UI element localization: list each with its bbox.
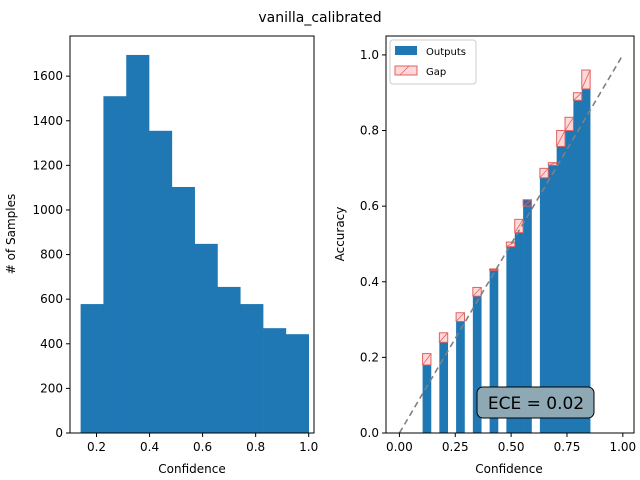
- legend-label-outputs: Outputs: [426, 47, 466, 58]
- y-tick-label: 0.6: [360, 199, 379, 213]
- y-tick-label: 1200: [32, 158, 63, 172]
- gap-hatch: [573, 92, 583, 101]
- x-tick-label: 0.2: [87, 440, 106, 454]
- histogram-y-ticks: 0 200 400 600 800 1000 1200 1400 1600: [32, 69, 70, 440]
- histogram-bar: [240, 304, 264, 433]
- gap-hatch: [564, 117, 574, 131]
- x-tick-label: 0.75: [554, 440, 581, 454]
- histogram-bar: [217, 286, 241, 433]
- reliability-chart: 0.00 0.25 0.50 0.75 1.00 0.00.20.40.60.81.0 …: [333, 35, 636, 476]
- output-bar: [514, 232, 524, 433]
- y-tick-label: 400: [40, 337, 63, 351]
- gap-hatch: [472, 287, 482, 297]
- y-tick-label: 200: [40, 381, 63, 395]
- gap-hatch: [539, 168, 549, 179]
- histogram-bar: [263, 328, 287, 433]
- histogram-bar: [285, 334, 309, 433]
- y-tick-label: 1.0: [360, 48, 379, 62]
- gap-hatch: [506, 241, 515, 247]
- legend-swatch-outputs: [395, 46, 417, 55]
- histogram-bar: [171, 186, 195, 433]
- output-bar: [523, 199, 532, 433]
- reliability-frame: [385, 35, 635, 434]
- legend-label-gap: Gap: [426, 67, 446, 78]
- y-tick-label: 600: [40, 292, 63, 306]
- y-tick-label: 0.4: [360, 275, 379, 289]
- reliability-y-label: Accuracy: [333, 207, 347, 262]
- histogram-bar: [194, 243, 218, 433]
- x-tick-label: 0.6: [193, 440, 212, 454]
- y-tick-label: 1600: [32, 69, 63, 83]
- y-tick-label: 0.0: [360, 426, 379, 440]
- x-tick-label: 0.00: [386, 440, 413, 454]
- ece-text: ECE = 0.02: [488, 394, 584, 414]
- gap-hatch: [455, 312, 465, 322]
- ece-annotation: ECE = 0.02: [476, 386, 595, 419]
- histogram-bar: [149, 130, 173, 434]
- reliability-y-ticks: 0.0 0.2 0.4 0.6 0.8 1.0: [360, 48, 386, 440]
- x-tick-label: 0.25: [442, 440, 469, 454]
- legend: Outputs Gap: [389, 39, 477, 85]
- figure-title: vanilla_calibrated: [258, 10, 381, 26]
- output-bar: [439, 342, 449, 433]
- reliability-x-ticks: 0.00 0.25 0.50 0.75 1.00: [386, 433, 636, 454]
- output-bar: [573, 100, 583, 434]
- histogram-bar: [126, 54, 150, 434]
- x-tick-label: 1.0: [299, 440, 318, 454]
- y-tick-label: 800: [40, 248, 63, 262]
- gap-hatch: [556, 130, 566, 147]
- reliability-x-label: Confidence: [475, 462, 542, 476]
- y-tick-label: 1000: [32, 203, 63, 217]
- histogram-bar: [80, 304, 104, 433]
- output-bar: [456, 321, 465, 433]
- output-bar: [472, 296, 482, 433]
- histogram-chart: 0.2 0.4 0.6 0.8 1.0 0 200 400 600 800 1000 1200 140…: [4, 35, 318, 476]
- gap-hatch: [548, 162, 557, 166]
- histogram-x-ticks: 0.2 0.4 0.6 0.8 1.0: [87, 433, 318, 454]
- histogram-frame: [69, 35, 315, 434]
- gap-hatch: [422, 353, 432, 366]
- ece-box: [476, 386, 595, 419]
- gap-hatch: [514, 219, 524, 233]
- output-bar: [548, 165, 557, 433]
- y-tick-label: 0.2: [360, 350, 379, 364]
- perfect-calibration-line: [398, 54, 624, 434]
- y-tick-label: 0.8: [360, 124, 379, 138]
- output-bar: [422, 364, 432, 433]
- y-tick-label: 1400: [32, 114, 63, 128]
- output-bar: [556, 146, 566, 433]
- legend-swatch-gap: [394, 65, 418, 76]
- y-tick-label: 0: [55, 426, 63, 440]
- reliability-bars: [422, 88, 591, 434]
- output-bar: [565, 130, 574, 433]
- x-tick-label: 0.4: [140, 440, 159, 454]
- output-bar: [539, 177, 549, 433]
- gap-hatch: [439, 332, 449, 343]
- gap-hatch: [581, 69, 591, 90]
- histogram-x-label: Confidence: [158, 462, 225, 476]
- legend-swatch-gap-hatch: [399, 65, 410, 76]
- output-bar: [506, 246, 516, 433]
- output-bar: [581, 88, 591, 433]
- histogram-bar: [103, 96, 127, 433]
- output-bar: [489, 268, 499, 433]
- reliability-gaps: [422, 69, 591, 366]
- histogram-y-label: # of Samples: [4, 194, 18, 275]
- x-tick-label: 0.8: [246, 440, 265, 454]
- x-tick-label: 0.50: [498, 440, 525, 454]
- gap-hatch: [522, 199, 532, 207]
- histogram-bars: [80, 54, 309, 434]
- x-tick-label: 1.00: [609, 440, 636, 454]
